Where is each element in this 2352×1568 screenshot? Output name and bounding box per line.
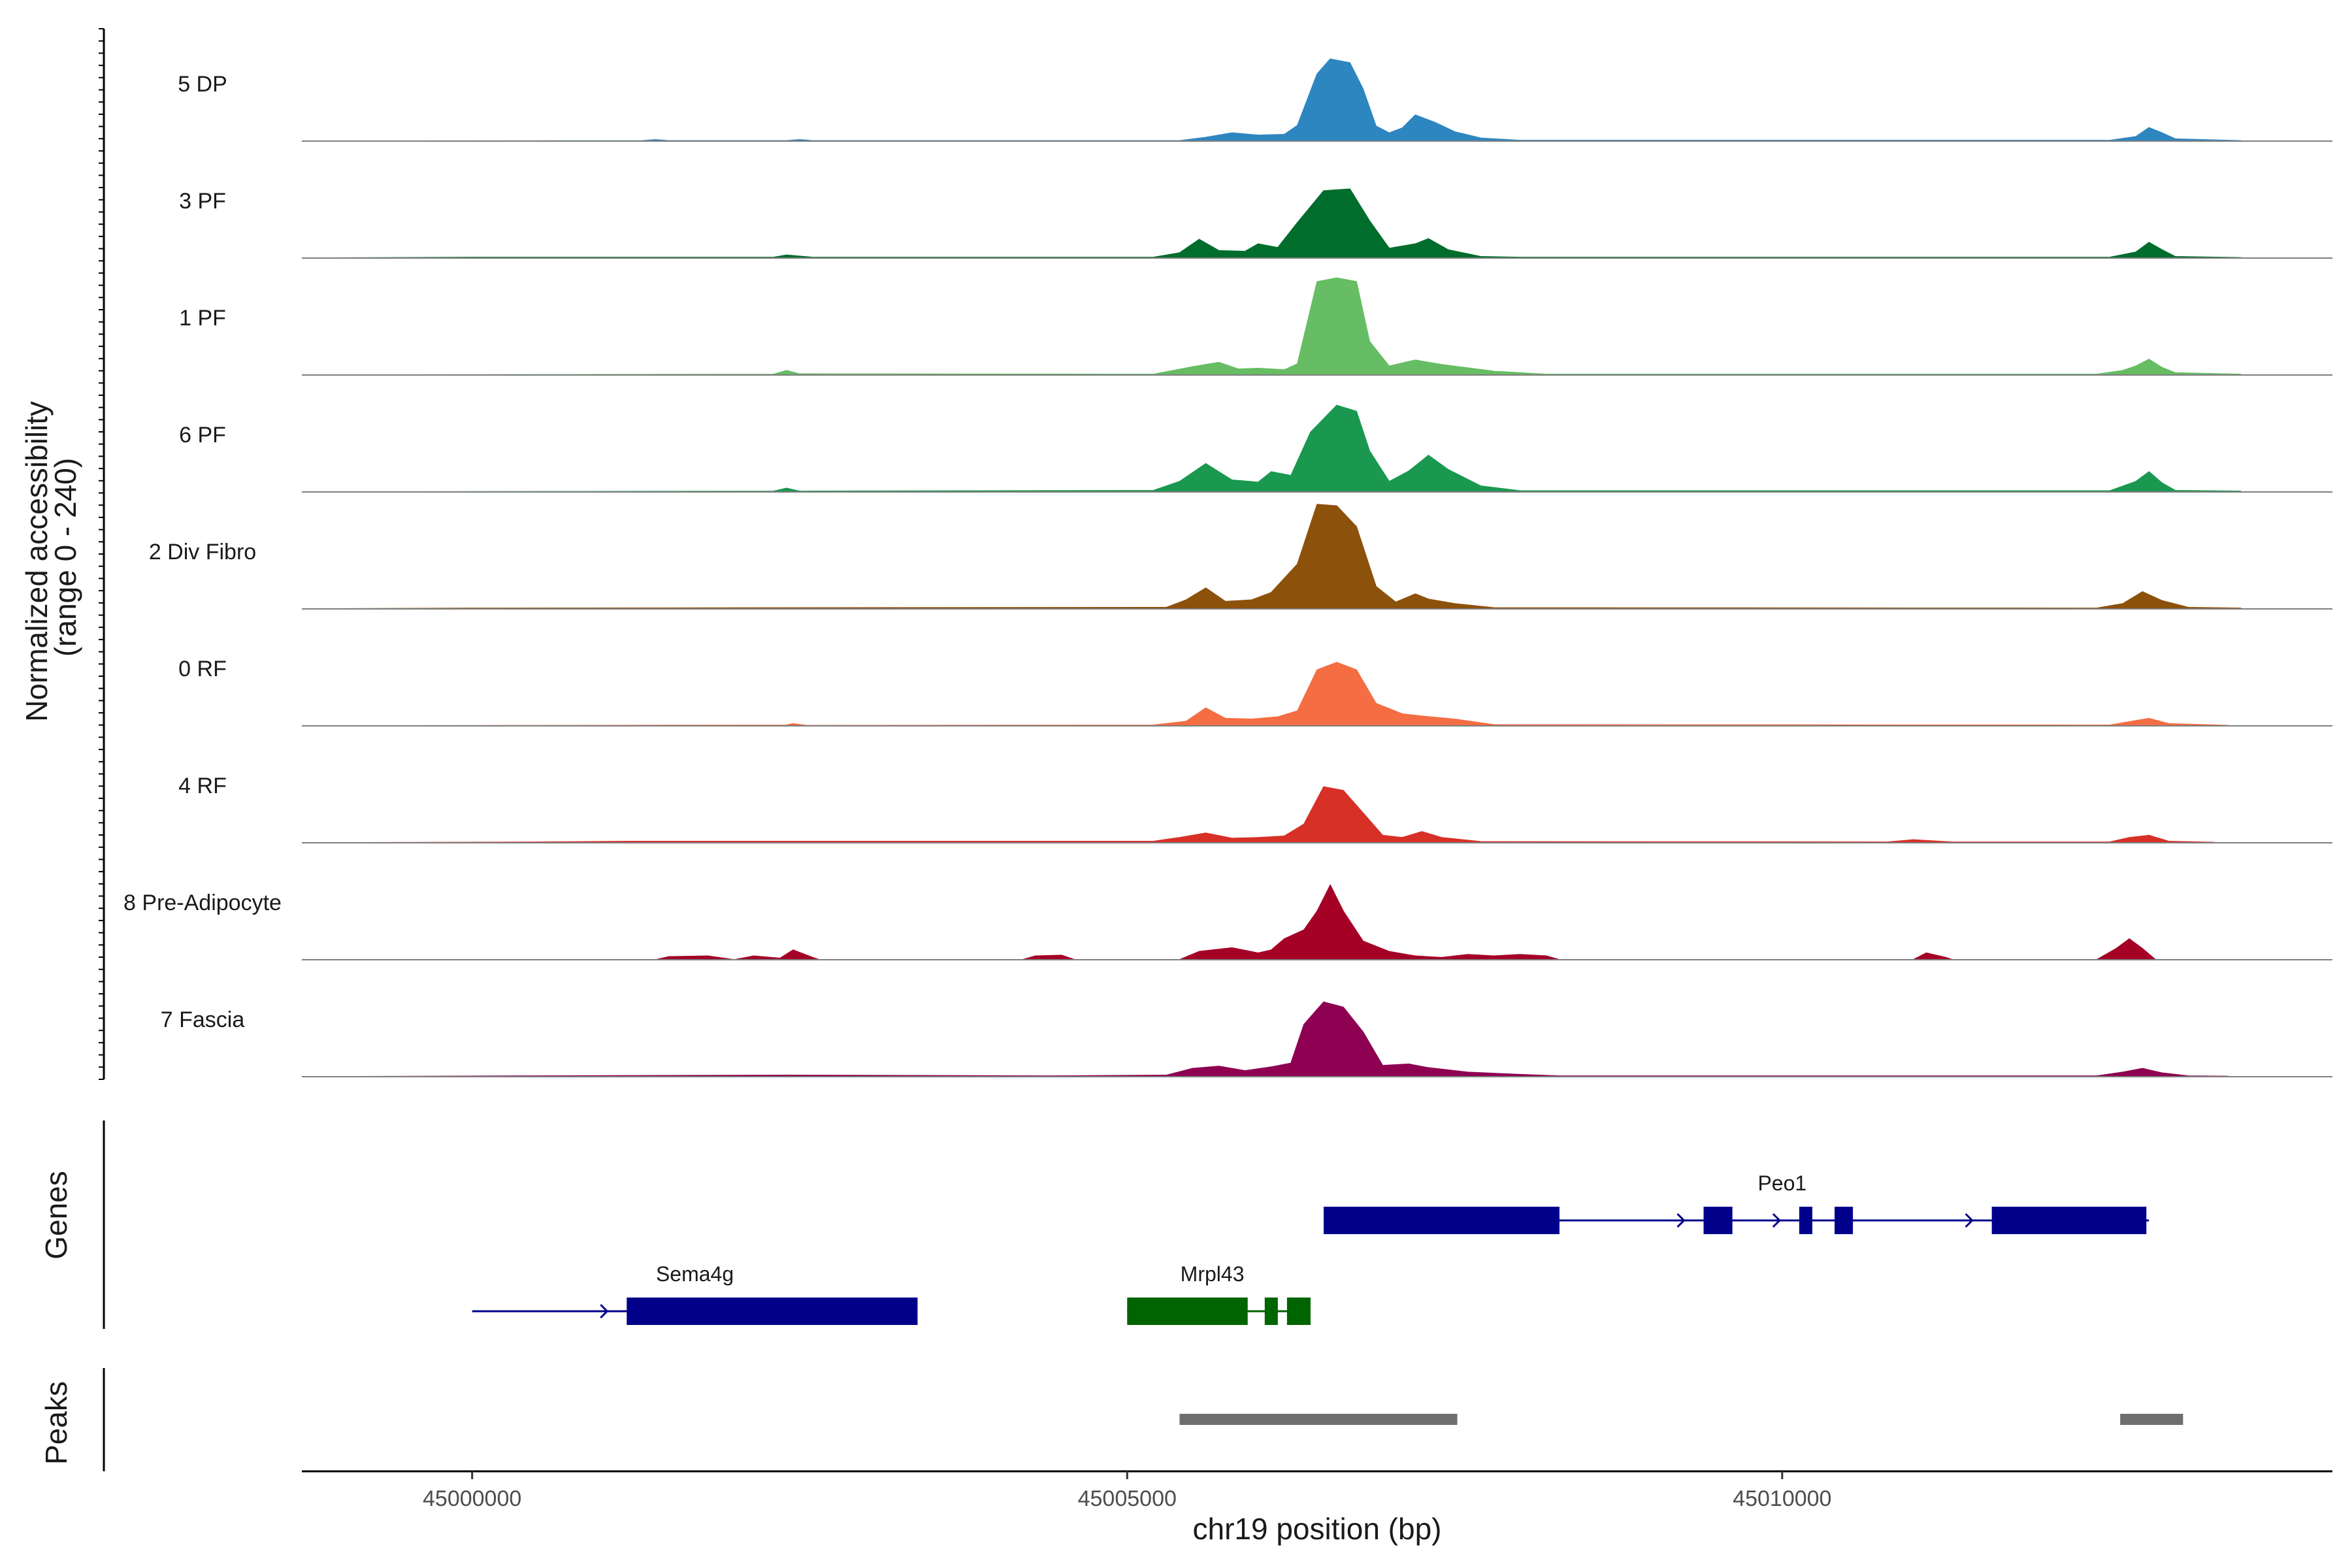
peak-region	[2120, 1414, 2183, 1425]
peak-region	[1179, 1414, 1458, 1425]
peaks-panel	[1179, 1414, 2183, 1425]
x-tick-label: 45005000	[1078, 1486, 1177, 1511]
y-axis-title: Normalized accessibility (range 0 - 240)	[20, 393, 82, 722]
y-minor-ticks	[99, 28, 104, 1080]
gene-exon	[1127, 1298, 1248, 1325]
coverage-area	[301, 404, 2242, 493]
gene-exon	[1799, 1207, 1812, 1234]
peaks-panel-title: Peaks	[39, 1381, 73, 1465]
y-axis-title-line-1: Normalized accessibility	[20, 401, 54, 722]
track-label: 2 Div Fibro	[149, 540, 256, 564]
y-axis-title-line-2: (range 0 - 240)	[48, 458, 82, 657]
coverage-area	[301, 662, 2229, 727]
genes-panel-title: Genes	[39, 1171, 73, 1260]
track-2: 3 PF	[179, 188, 2332, 259]
track-3: 1 PF	[179, 277, 2332, 376]
track-8: 8 Pre-Adipocyte	[123, 884, 2332, 960]
strand-chevron	[1965, 1213, 1974, 1228]
strand-chevron	[1772, 1213, 1782, 1228]
coverage-area	[301, 188, 2242, 259]
x-axis-title: chr19 position (bp)	[1193, 1512, 1442, 1546]
track-9: 7 Fascia	[161, 1001, 2332, 1077]
gene-sema4g: Sema4g	[472, 1262, 918, 1325]
track-label: 5 DP	[178, 72, 227, 97]
gene-exon	[1324, 1207, 1560, 1234]
track-label: 1 PF	[179, 306, 226, 331]
track-5: 2 Div Fibro	[149, 504, 2332, 610]
track-label: 7 Fascia	[161, 1007, 245, 1032]
gene-exon	[1991, 1207, 2147, 1234]
coverage-area	[302, 884, 2332, 960]
track-label: 3 PF	[179, 189, 226, 214]
x-tick-label: 45010000	[1733, 1486, 1831, 1511]
gene-label: Mrpl43	[1181, 1262, 1245, 1286]
coverage-area	[301, 504, 2242, 610]
coverage-area	[301, 1001, 2229, 1077]
track-6: 0 RF	[178, 657, 2332, 727]
coverage-area	[301, 58, 2242, 142]
track-label: 4 RF	[178, 774, 227, 798]
gene-label: Peo1	[1757, 1171, 1806, 1195]
track-label: 8 Pre-Adipocyte	[123, 890, 282, 915]
gene-label: Sema4g	[656, 1262, 734, 1286]
track-7: 4 RF	[178, 774, 2332, 843]
coverage-tracks: 5 DP 3 PF 1 PF 6 PF 2 Div Fibro 0 RF 4 RF 8 Pre…	[123, 58, 2332, 1077]
strand-chevron	[1676, 1213, 1686, 1228]
gene-exon	[1264, 1298, 1278, 1325]
strand-chevron	[600, 1303, 609, 1319]
track-1: 5 DP	[178, 58, 2332, 142]
gene-peo1: Peo1	[1324, 1171, 2149, 1234]
track-label: 6 PF	[179, 423, 226, 448]
gene-exon	[627, 1298, 918, 1325]
gene-mrpl43: Mrpl43	[1127, 1262, 1311, 1325]
x-tick-label: 45000000	[423, 1486, 521, 1511]
gene-exon	[1286, 1298, 1311, 1325]
gene-exon	[1835, 1207, 1854, 1234]
track-label: 0 RF	[178, 657, 227, 681]
genes-panel: Peo1 Sema4g Mrpl43	[472, 1171, 2149, 1325]
track-4: 6 PF	[179, 404, 2332, 493]
gene-exon	[1703, 1207, 1733, 1234]
coverage-area	[301, 786, 2215, 843]
coverage-area	[301, 277, 2242, 376]
x-axis-ticks: 45000000 45005000 45010000	[423, 1471, 1831, 1511]
